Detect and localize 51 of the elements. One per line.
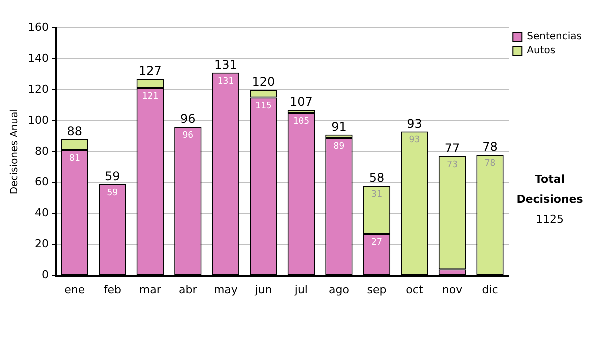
y-tick-label: 100 — [28, 114, 49, 127]
text: Total Decisiones — [516, 172, 584, 208]
x-tick-label: sep — [367, 283, 387, 296]
total-label: 58 — [369, 171, 385, 186]
total-label: 93 — [407, 116, 422, 131]
y-tick-label: 140 — [28, 52, 49, 65]
total-label: 96 — [180, 112, 196, 126]
data-label: 121 — [142, 92, 159, 102]
data-label: 31 — [372, 190, 382, 200]
x-tick-label: nov — [442, 283, 464, 296]
data-label: 93 — [409, 136, 420, 146]
total-label: 127 — [138, 64, 162, 78]
data-label: 78 — [484, 158, 496, 169]
x-tick-label: dic — [482, 283, 498, 296]
data-label: 131 — [218, 76, 234, 87]
data-label: 27 — [372, 238, 382, 248]
x-tick-label: may — [214, 283, 238, 296]
x-tick-label: ene — [64, 283, 86, 296]
y-tick-label: 160 — [28, 20, 49, 34]
x-tick-label: abr — [179, 283, 198, 296]
data-label: 89 — [334, 142, 345, 152]
x-tick-label: mar — [139, 283, 162, 296]
legend-label: Autos — [527, 46, 556, 57]
data-label: 73 — [447, 160, 458, 170]
total-label: 91 — [332, 120, 347, 134]
total-label: 131 — [214, 58, 238, 72]
y-tick-label: 80 — [34, 144, 49, 158]
total-label: 59 — [105, 170, 120, 184]
y-tick-label: 60 — [34, 176, 49, 189]
total-label: 88 — [67, 124, 83, 139]
y-tick-label: 0 — [42, 268, 49, 282]
x-tick-label: oct — [406, 283, 424, 296]
y-axis-title: Decisiones Anual — [10, 109, 21, 195]
data-label: 115 — [256, 102, 272, 112]
y-tick-label: 20 — [34, 238, 49, 251]
data-label: 81 — [69, 154, 80, 164]
y-tick-label: 40 — [34, 206, 49, 220]
total-label: 120 — [252, 75, 276, 90]
x-tick-label: jul — [294, 283, 308, 296]
data-label: 105 — [293, 117, 310, 128]
data-label: 59 — [107, 188, 118, 198]
text: 1125 — [535, 212, 565, 228]
total-label: 77 — [444, 142, 460, 156]
x-tick-label: ago — [328, 283, 350, 296]
total-label: 107 — [290, 95, 313, 110]
data-label: 96 — [182, 130, 194, 141]
y-tick-label: 120 — [28, 82, 49, 96]
legend-label: Sentencias — [527, 32, 582, 43]
total-label: 78 — [482, 140, 498, 154]
x-tick-label: jun — [254, 283, 272, 296]
x-tick-label: feb — [104, 283, 122, 296]
